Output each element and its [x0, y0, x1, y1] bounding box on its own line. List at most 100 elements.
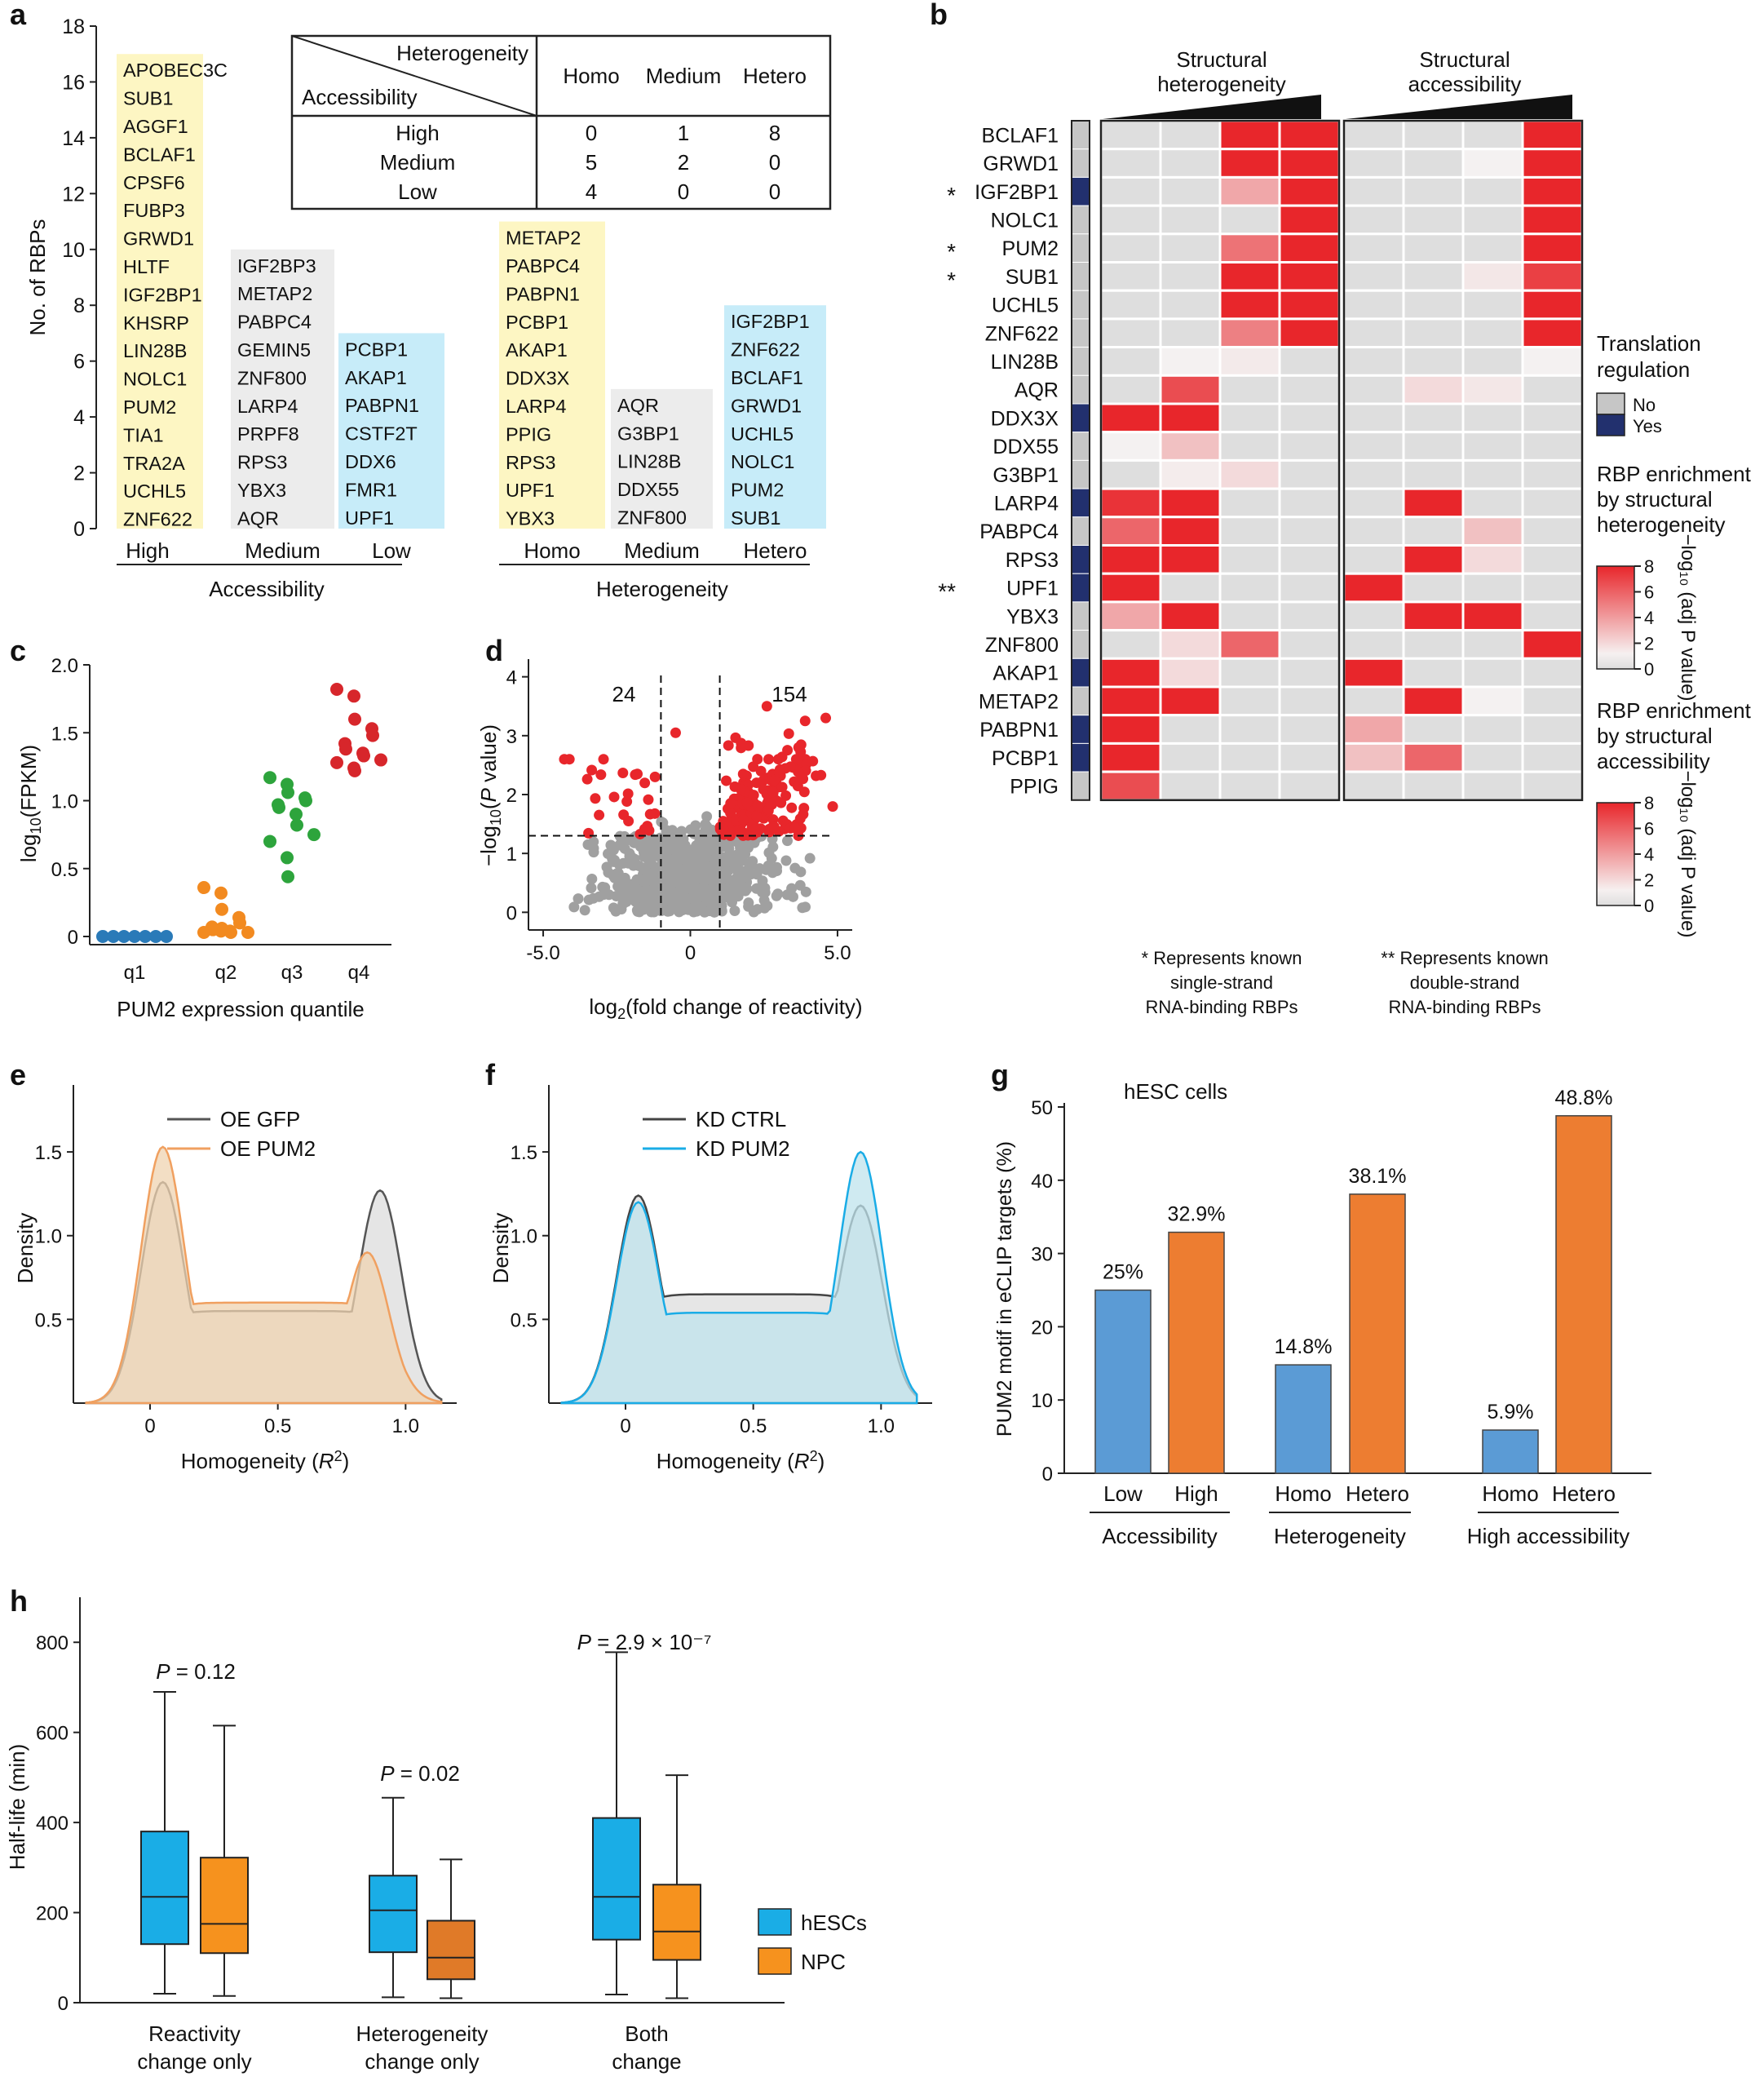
y-tick-label: 600	[36, 1723, 69, 1745]
rbp-name: PUM2	[123, 396, 176, 418]
heat-cell	[1099, 374, 1162, 405]
heat-cell	[1402, 657, 1465, 689]
data-point	[743, 897, 754, 909]
data-point	[599, 882, 611, 893]
heat-cell	[1342, 317, 1405, 349]
x-tick-label: 0	[685, 942, 696, 964]
heat-cell	[1402, 175, 1465, 207]
rbp-name: UPF1	[345, 507, 394, 529]
data-point	[573, 893, 584, 905]
rbp-name: FUBP3	[123, 200, 185, 221]
heat-cell	[1218, 119, 1281, 151]
rbp-name: BCLAF1	[731, 367, 803, 388]
ssrna-star: *	[947, 183, 956, 208]
heat-cell	[1342, 119, 1405, 151]
data-point	[348, 712, 361, 726]
legend-label: Yes	[1633, 416, 1662, 436]
rbp-name: GEMIN5	[237, 339, 311, 361]
panel-f-density-kd: 0.5 1.0 1.5 0 0.5 1.0 KD CTRL KD PUM2 Density Hom…	[489, 1085, 932, 1473]
data-point	[366, 728, 379, 742]
data-point	[759, 901, 771, 913]
heat-cell	[1402, 119, 1465, 151]
scale-tick-label: 8	[1644, 793, 1654, 813]
heat-cell	[1461, 714, 1524, 745]
y-tick-label: 1.0	[511, 1226, 537, 1248]
data-point	[662, 905, 674, 917]
heat-cell	[1278, 148, 1341, 179]
heat-cell	[1402, 204, 1465, 236]
data-point	[795, 866, 807, 878]
heat-cell	[1461, 770, 1524, 802]
ssrna-star: **	[938, 579, 956, 604]
gene-label: METAP2	[979, 690, 1059, 713]
data-point-significant	[763, 754, 775, 765]
heat-cell	[1461, 458, 1524, 490]
bar-value-label: 32.9%	[1168, 1203, 1226, 1226]
footnote: ** Represents known	[1381, 948, 1548, 968]
y-tick-label: 0	[58, 1993, 69, 2015]
x-tick-label: 5.0	[824, 942, 851, 964]
data-point	[696, 873, 707, 884]
y-tick-label: 1.5	[511, 1142, 537, 1164]
x-tick-label: q1	[124, 962, 146, 984]
y-tick-label: 0	[68, 927, 78, 949]
data-point	[608, 870, 620, 881]
data-point-significant	[643, 825, 655, 836]
data-point	[697, 848, 709, 860]
legend-swatch-yes	[1596, 414, 1625, 436]
table-cell: 4	[586, 179, 597, 204]
table-col-label: Medium	[646, 64, 721, 88]
legend-title: regulation	[1597, 357, 1690, 382]
heat-cell	[1159, 119, 1222, 151]
data-point-significant	[752, 799, 763, 811]
panel-label-d: d	[485, 634, 503, 667]
rbp-name: LARP4	[506, 396, 566, 417]
heat-cell	[1521, 742, 1584, 773]
box	[140, 1831, 189, 1946]
heat-cell	[1402, 317, 1465, 349]
heat-cell	[1521, 346, 1584, 377]
rbp-name: APOBEC3C	[123, 60, 228, 81]
data-point	[652, 872, 664, 883]
data-point-significant	[782, 745, 794, 756]
heat-cell	[1342, 487, 1405, 519]
data-point	[752, 883, 763, 894]
y-tick-label: 4	[506, 667, 517, 689]
heat-cell	[1099, 544, 1162, 575]
y-axis-label: Half-life (min)	[5, 1744, 29, 1871]
x-tick-label: 0.5	[264, 1415, 291, 1437]
y-tick-label: 8	[73, 294, 85, 317]
legend-label: No	[1633, 395, 1656, 415]
heat-cell	[1099, 431, 1162, 462]
gradient-wedge	[1346, 95, 1572, 119]
y-tick-label: 1.0	[51, 791, 78, 813]
rbp-name: PUM2	[731, 480, 784, 501]
heat-cell	[1099, 204, 1162, 236]
heat-cell	[1402, 431, 1465, 462]
data-point	[281, 870, 294, 883]
color-scale	[1596, 802, 1635, 906]
heat-cell	[1099, 346, 1162, 377]
x-tick-label: 0.5	[740, 1415, 767, 1437]
x-tick-label: -5.0	[526, 942, 559, 964]
data-point-significant	[737, 768, 749, 780]
heat-cell	[1521, 232, 1584, 263]
heatmap-frame	[1342, 119, 1584, 802]
heat-cell	[1278, 770, 1341, 802]
gene-label: AKAP1	[993, 662, 1059, 685]
category-box	[724, 305, 826, 529]
heat-cell	[1218, 742, 1281, 773]
legend-label: hESCs	[801, 1911, 867, 1935]
heat-cell	[1159, 714, 1222, 745]
translation-cell	[1071, 262, 1090, 291]
ssrna-star: *	[947, 268, 956, 293]
data-point	[619, 830, 630, 842]
data-point	[281, 786, 294, 799]
gene-label: ZNF800	[985, 634, 1059, 657]
data-point	[797, 902, 808, 914]
group-label: Both	[625, 2021, 669, 2046]
data-point-significant	[608, 791, 620, 803]
gene-label: BCLAF1	[982, 124, 1059, 147]
group-label: Heterogeneity	[356, 2021, 489, 2046]
data-point-significant	[783, 728, 794, 739]
